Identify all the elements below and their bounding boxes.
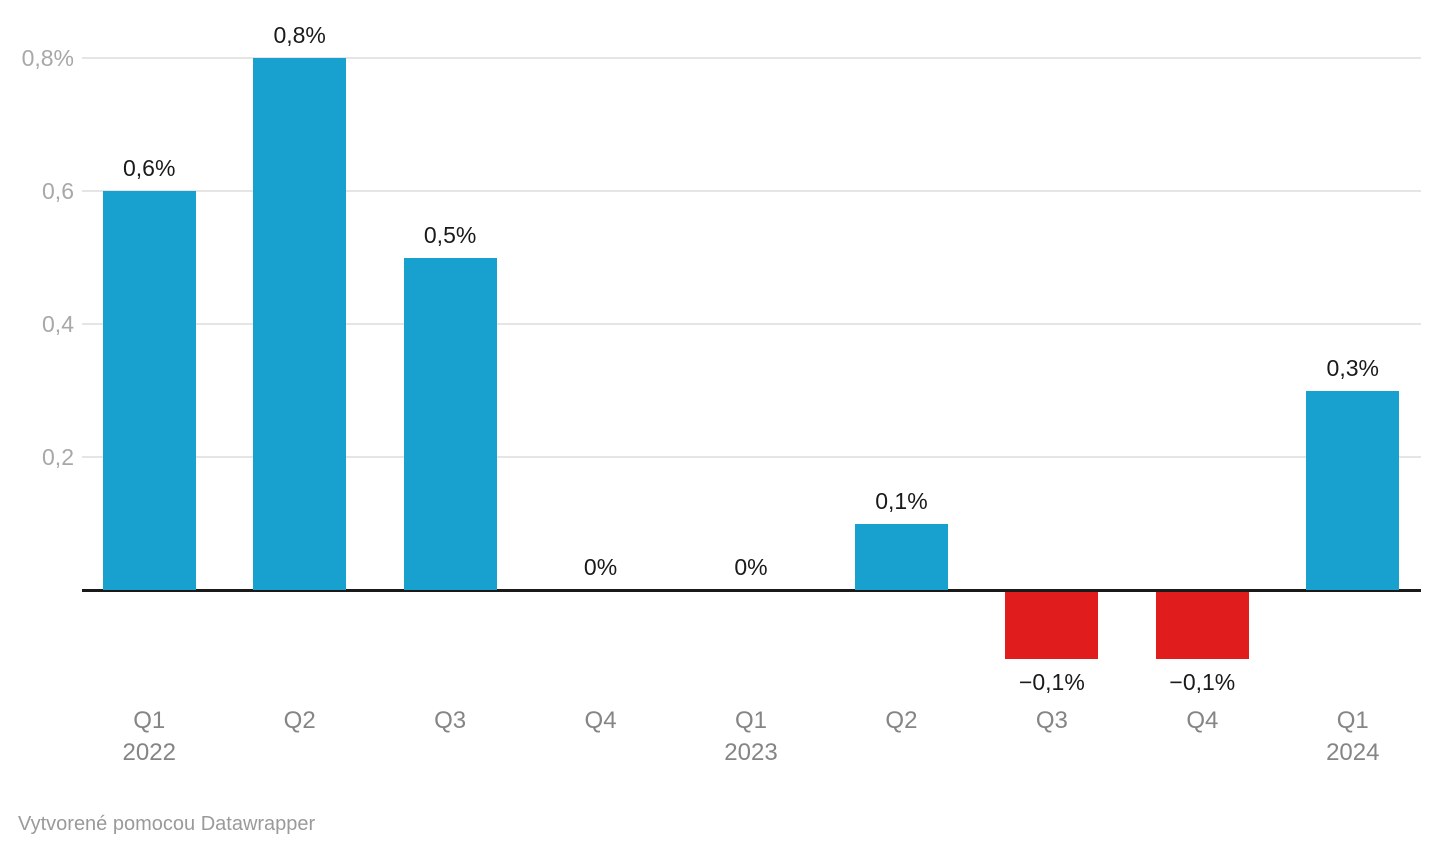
y-axis-tick-label: 0,4 bbox=[42, 311, 74, 337]
x-axis-tick-label: Q4 bbox=[584, 707, 617, 734]
bar-q3-6 bbox=[1005, 592, 1099, 659]
x-axis-tick-label: Q1 bbox=[133, 707, 166, 734]
gridline bbox=[82, 57, 1421, 59]
x-axis-tick-label: Q3 bbox=[1035, 707, 1068, 734]
bar-value-label: −0,1% bbox=[1018, 668, 1085, 695]
x-axis-tick-label: Q1 bbox=[1336, 707, 1369, 734]
x-axis-tick-label: Q3 bbox=[434, 707, 467, 734]
x-axis-baseline bbox=[82, 589, 1421, 592]
x-axis-tick-label: Q4 bbox=[1186, 707, 1219, 734]
bar-value-label: 0% bbox=[734, 554, 768, 580]
y-axis-tick-label: 0,6 bbox=[42, 178, 74, 204]
bar-q2-5 bbox=[854, 523, 948, 590]
datawrapper-credit-link[interactable]: Vytvorené pomocou Datawrapper bbox=[18, 813, 316, 835]
bar-q3-2 bbox=[403, 257, 497, 590]
x-axis-year-label: 2023 bbox=[724, 739, 778, 766]
x-axis-tick-label: Q2 bbox=[283, 707, 316, 734]
x-axis-year-label: 2022 bbox=[122, 739, 176, 766]
x-axis-tick-label: Q2 bbox=[885, 707, 918, 734]
x-axis-year-label: 2024 bbox=[1326, 739, 1380, 766]
bar-q1-0 bbox=[102, 191, 196, 590]
bar-q4-7 bbox=[1155, 592, 1249, 659]
y-axis-tick-label: 0,2 bbox=[42, 444, 74, 470]
bar-value-label: 0,6% bbox=[123, 155, 176, 181]
gridline bbox=[82, 190, 1421, 192]
bar-value-label: −0,1% bbox=[1169, 668, 1236, 695]
gridline bbox=[82, 323, 1421, 325]
bar-value-label: 0% bbox=[583, 554, 618, 580]
bar-value-label: 0,5% bbox=[423, 221, 477, 248]
bar-value-label: 0,8% bbox=[273, 22, 326, 48]
gridline bbox=[82, 456, 1421, 458]
x-axis-tick-label: Q1 bbox=[734, 707, 768, 734]
bar-value-label: 0,1% bbox=[875, 487, 928, 514]
bar-value-label: 0,3% bbox=[1326, 354, 1379, 381]
bar-q1-8 bbox=[1306, 390, 1400, 590]
bar-q2-1 bbox=[253, 58, 347, 590]
y-axis-tick-label: 0,8% bbox=[21, 45, 74, 71]
